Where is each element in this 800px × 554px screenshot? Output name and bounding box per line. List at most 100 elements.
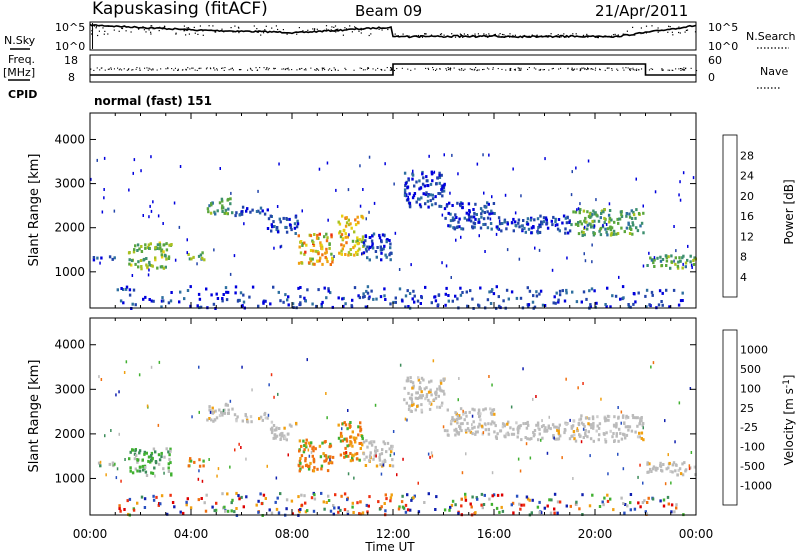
range-cell xyxy=(520,224,524,228)
nave-dot xyxy=(683,69,685,71)
range-cell xyxy=(536,231,540,235)
range-cell xyxy=(226,212,229,216)
scatter-cell xyxy=(582,382,584,385)
range-cell xyxy=(351,505,354,509)
range-cell xyxy=(427,184,430,188)
noise-search-dot xyxy=(545,35,547,37)
scatter-cell xyxy=(491,383,493,387)
range-cell xyxy=(334,493,337,497)
noise-search-dot xyxy=(459,33,461,35)
nave-dot xyxy=(316,68,318,70)
range-cell xyxy=(337,506,340,510)
range-cell xyxy=(356,239,359,243)
range-cell xyxy=(316,467,319,471)
range-cell xyxy=(344,302,347,306)
range-cell xyxy=(285,230,289,234)
range-cell xyxy=(589,437,593,441)
range-cell xyxy=(427,205,430,209)
nave-dot xyxy=(108,68,110,70)
range-cell xyxy=(406,376,409,380)
nave-dot xyxy=(135,68,137,70)
range-cell xyxy=(325,257,328,261)
range-cell xyxy=(213,210,216,214)
nave-dot xyxy=(391,68,393,70)
range-cell xyxy=(148,298,151,301)
scatter-cell xyxy=(476,162,479,166)
range-cell xyxy=(448,201,451,205)
range-cell xyxy=(568,221,571,224)
noise-search-dot xyxy=(454,36,457,38)
scatter-cell xyxy=(325,392,327,395)
range-cell xyxy=(446,429,449,433)
range-cell xyxy=(310,496,314,500)
range-cell xyxy=(459,407,463,411)
range-cell xyxy=(299,286,302,289)
range-cell xyxy=(581,493,584,497)
range-cell xyxy=(677,303,681,307)
scatter-cell xyxy=(348,233,350,237)
range-cell xyxy=(346,235,349,239)
range-cell xyxy=(349,452,352,455)
range-cell xyxy=(477,425,480,429)
scatter-cell xyxy=(431,454,434,458)
range-cell xyxy=(431,193,434,197)
scatter-cell xyxy=(433,170,436,174)
range-cell xyxy=(324,459,328,463)
range-cell xyxy=(473,425,476,429)
range-cell xyxy=(359,447,362,450)
range-cell xyxy=(303,241,306,245)
range-cell xyxy=(498,304,501,308)
range-cell xyxy=(457,431,460,435)
range-cell xyxy=(150,451,154,455)
nave-dot xyxy=(627,67,629,69)
range-cell xyxy=(278,217,281,221)
range-cell xyxy=(389,258,392,262)
range-cell xyxy=(674,262,677,266)
range-cell xyxy=(557,298,560,302)
scatter-cell xyxy=(692,176,695,180)
range-cell xyxy=(255,210,259,213)
range-cell xyxy=(137,260,140,264)
range-cell xyxy=(582,209,586,213)
range-cell xyxy=(165,257,168,261)
noise-search-dot xyxy=(93,25,95,27)
range-cell xyxy=(213,509,216,513)
range-cell xyxy=(380,248,384,252)
range-cell xyxy=(628,212,631,216)
range-cell xyxy=(291,512,294,516)
range-cell xyxy=(605,431,608,435)
scatter-cell xyxy=(217,467,220,471)
noise-search-dot xyxy=(185,29,188,31)
range-cell xyxy=(588,289,591,293)
nave-dot xyxy=(224,67,226,69)
nave-dot xyxy=(581,67,583,69)
range-cell xyxy=(185,503,188,507)
nave-dot xyxy=(518,67,520,69)
range-cell xyxy=(152,299,155,303)
range-cell xyxy=(379,463,382,467)
range-cell xyxy=(259,206,263,210)
range-cell xyxy=(427,492,430,496)
scatter-cell xyxy=(617,452,619,456)
scatter-cell xyxy=(148,215,150,219)
range-cell xyxy=(358,238,362,242)
range-cell xyxy=(358,296,362,300)
noise-search-dot xyxy=(102,27,104,29)
range-cell xyxy=(422,176,425,180)
nave-dot xyxy=(316,68,318,70)
noise-search-dot xyxy=(676,27,678,30)
noise-search-dot xyxy=(421,36,424,38)
scatter-cell xyxy=(345,451,347,454)
range-cell xyxy=(442,189,446,193)
scatter-cell xyxy=(132,171,134,175)
scatter-cell xyxy=(392,430,395,433)
range-cell xyxy=(443,429,447,433)
range-cell xyxy=(361,437,364,441)
range-cell xyxy=(290,424,293,428)
range-cell xyxy=(284,225,287,229)
range-cell xyxy=(586,210,589,214)
range-cell xyxy=(138,451,141,455)
noise-search-dot xyxy=(462,36,464,38)
range-cell xyxy=(665,467,668,471)
